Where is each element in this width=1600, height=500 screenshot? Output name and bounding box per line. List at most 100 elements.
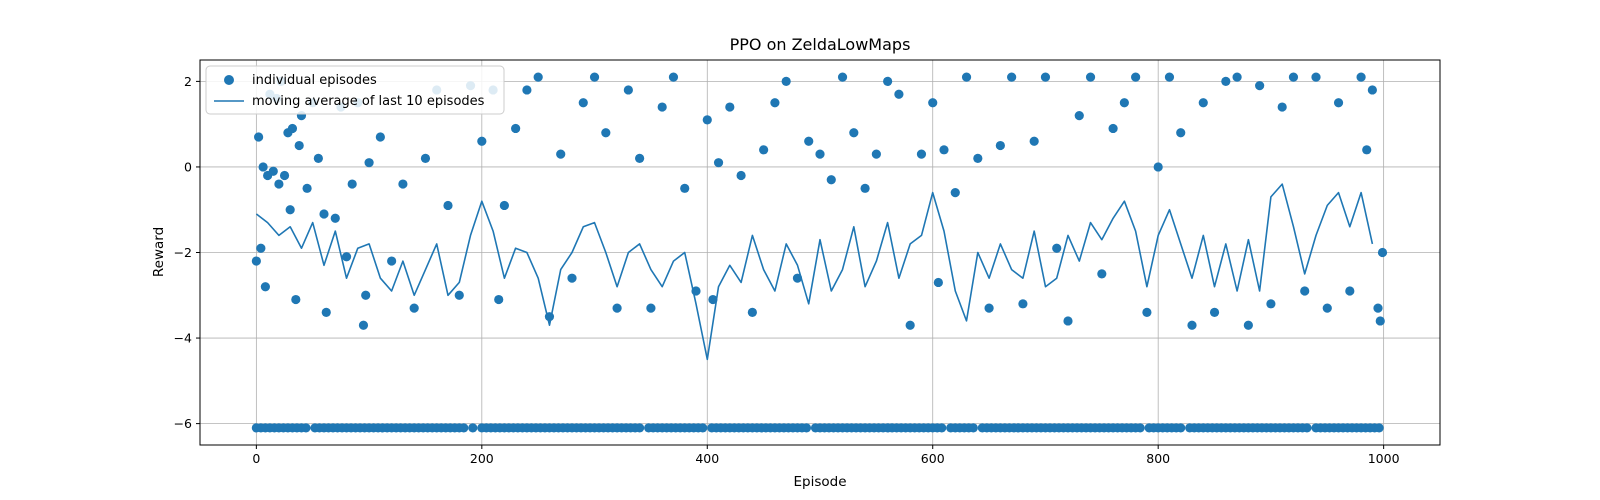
scatter-point-floor: [459, 423, 469, 433]
x-axis-label: Episode: [793, 474, 846, 490]
scatter-point: [725, 102, 735, 112]
scatter-point-floor: [1176, 423, 1186, 433]
scatter-point: [256, 243, 266, 253]
scatter-point: [1255, 81, 1265, 91]
scatter-point: [826, 175, 836, 185]
scatter-point: [612, 303, 622, 313]
scatter-point: [973, 153, 983, 163]
scatter-point: [1375, 316, 1385, 326]
scatter-point: [984, 303, 994, 313]
x-tick-label: 800: [1146, 451, 1170, 466]
scatter-point: [860, 183, 870, 193]
scatter-point: [1187, 320, 1197, 330]
scatter-point: [680, 183, 690, 193]
scatter-point: [1356, 72, 1366, 82]
scatter-point: [646, 303, 656, 313]
scatter-point: [759, 145, 769, 155]
moving-average-line: [255, 183, 1374, 361]
scatter-point: [1018, 299, 1028, 309]
chart-title: PPO on ZeldaLowMaps: [730, 35, 911, 54]
scatter-point: [291, 294, 301, 305]
x-tick-label: 200: [470, 451, 494, 466]
scatter-point: [1221, 76, 1231, 86]
scatter-point: [657, 102, 667, 112]
scatter-point: [849, 128, 859, 138]
scatter-point: [601, 128, 611, 138]
scatter-point: [781, 76, 791, 86]
scatter-point: [477, 136, 487, 146]
scatter-point: [533, 72, 543, 82]
x-tick-label: 0: [252, 451, 260, 466]
scatter-point: [1322, 303, 1332, 313]
legend-label-line: moving average of last 10 episodes: [252, 94, 485, 109]
scatter-point: [804, 136, 814, 146]
scatter-point: [950, 188, 960, 198]
scatter-point: [1367, 85, 1377, 95]
legend: individual episodes moving average of la…: [205, 65, 505, 115]
x-tick-label: 600: [921, 451, 945, 466]
scatter-point: [905, 320, 915, 330]
scatter-point: [454, 290, 464, 300]
scatter-point: [287, 123, 298, 134]
scatter-point: [258, 162, 268, 172]
scatter-point: [1108, 123, 1118, 134]
scatter-point: [302, 183, 312, 193]
scatter-point: [736, 170, 746, 181]
scatter-point: [254, 132, 264, 142]
scatter-point: [1362, 145, 1372, 155]
scatter-point: [522, 85, 532, 95]
scatter-point: [1040, 72, 1051, 82]
scatter-point: [578, 98, 588, 108]
y-axis-label: Reward: [151, 227, 167, 277]
scatter-point: [1209, 307, 1220, 317]
scatter-point: [499, 200, 509, 211]
scatter-point: [330, 213, 340, 223]
scatter-point-floor: [1302, 423, 1312, 433]
scatter-point: [995, 140, 1005, 151]
scatter-point: [1311, 72, 1321, 82]
scatter-point: [1085, 72, 1096, 82]
scatter-point: [883, 76, 893, 86]
scatter-point: [1373, 303, 1383, 313]
scatter-point-floor: [1135, 423, 1145, 433]
scatter-point: [1198, 98, 1208, 108]
scatter-point: [702, 115, 712, 125]
x-tick-label: 400: [695, 451, 719, 466]
scatter-point: [1131, 72, 1141, 82]
scatter-point: [511, 123, 521, 134]
scatter-point: [894, 89, 904, 99]
scatter-point: [1288, 72, 1299, 82]
scatter-point-floor: [301, 423, 311, 433]
scatter-point: [285, 205, 295, 215]
scatter-point: [770, 98, 780, 108]
scatter-point-floor: [698, 423, 708, 433]
legend-label-scatter: individual episodes: [252, 73, 377, 88]
scatter-point: [837, 72, 848, 82]
y-tick-label: −2: [174, 245, 192, 260]
scatter-point: [361, 290, 371, 300]
legend-scatter-marker: [224, 75, 234, 85]
scatter-point: [1300, 286, 1310, 296]
scatter-point: [916, 149, 927, 159]
scatter-point: [589, 72, 600, 82]
scatter-point: [313, 153, 323, 163]
scatter-point-floor: [801, 423, 812, 433]
scatter-point-floor: [968, 423, 978, 433]
x-tick-label: 1000: [1368, 451, 1400, 466]
y-tick-label: 0: [184, 159, 192, 174]
scatter-point: [443, 200, 453, 211]
scatter-point: [747, 307, 757, 317]
scatter-point: [713, 158, 724, 168]
y-tick-label: −4: [174, 331, 192, 346]
scatter-point: [1164, 72, 1175, 82]
scatter-point: [556, 149, 566, 159]
scatter-point: [279, 170, 290, 181]
x-axis-ticks: 0 200 400 600 800 1000: [252, 445, 1400, 466]
scatter-point: [1333, 98, 1344, 108]
y-axis-ticks: −6 −4 −2 0 2: [174, 74, 200, 431]
scatter-point: [274, 179, 284, 189]
y-tick-label: 2: [184, 74, 192, 89]
scatter-point: [1052, 243, 1062, 253]
scatter-point: [623, 85, 633, 95]
